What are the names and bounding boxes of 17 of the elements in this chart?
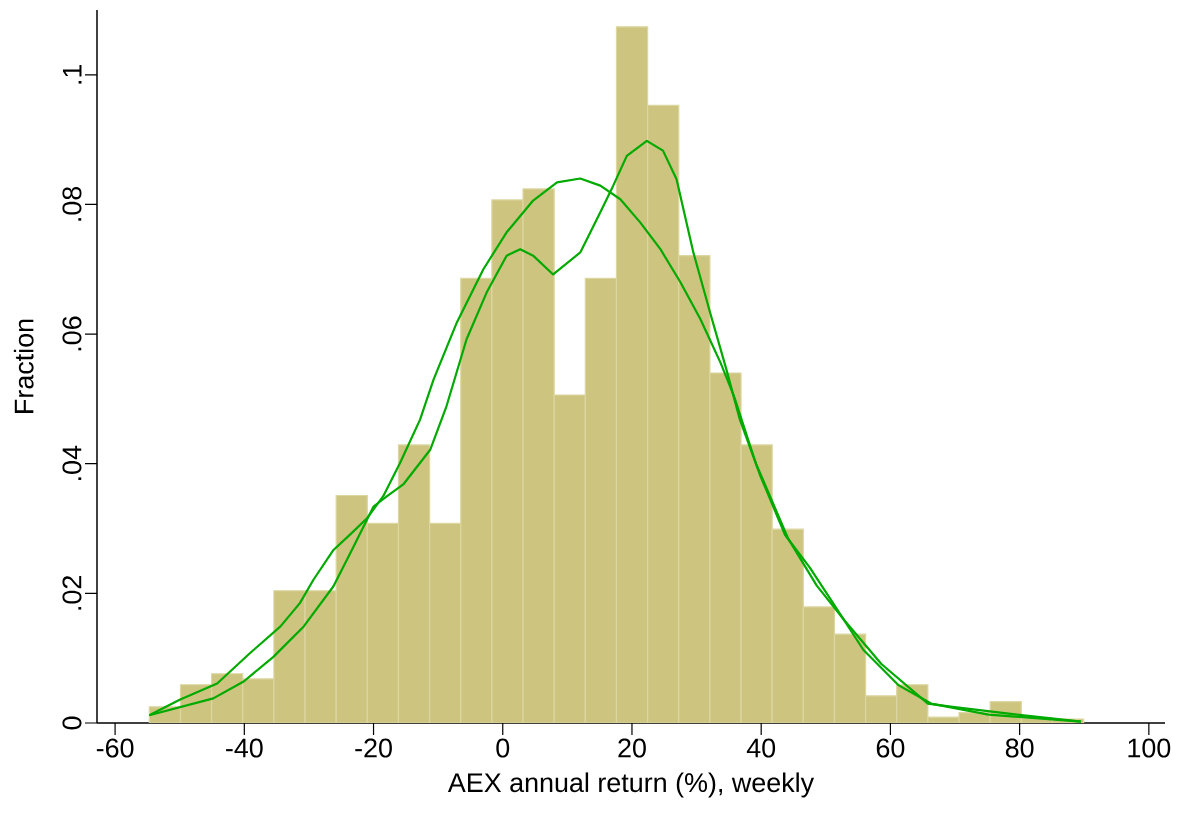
- y-tick-label: .1: [62, 64, 82, 84]
- y-tick-label: 0: [62, 716, 82, 730]
- x-tick-label: 0: [496, 738, 510, 758]
- x-tick-label: -60: [96, 738, 134, 758]
- y-tick-label: .04: [62, 445, 82, 480]
- x-tick-label: 40: [746, 738, 776, 758]
- x-tick-label: 80: [1005, 738, 1034, 758]
- x-tick-label: 60: [876, 738, 905, 758]
- y-tick-label: .02: [62, 576, 82, 610]
- x-tick-label: 100: [1128, 738, 1171, 758]
- x-axis-title: AEX annual return (%), weekly: [447, 772, 815, 798]
- x-tick-label: -40: [226, 738, 263, 758]
- x-tick-label: 20: [618, 738, 646, 758]
- y-tick-label: .06: [62, 316, 82, 351]
- y-axis-title: Fraction: [13, 319, 34, 413]
- y-tick-label: .08: [62, 186, 82, 221]
- x-tick-label: -20: [355, 738, 392, 758]
